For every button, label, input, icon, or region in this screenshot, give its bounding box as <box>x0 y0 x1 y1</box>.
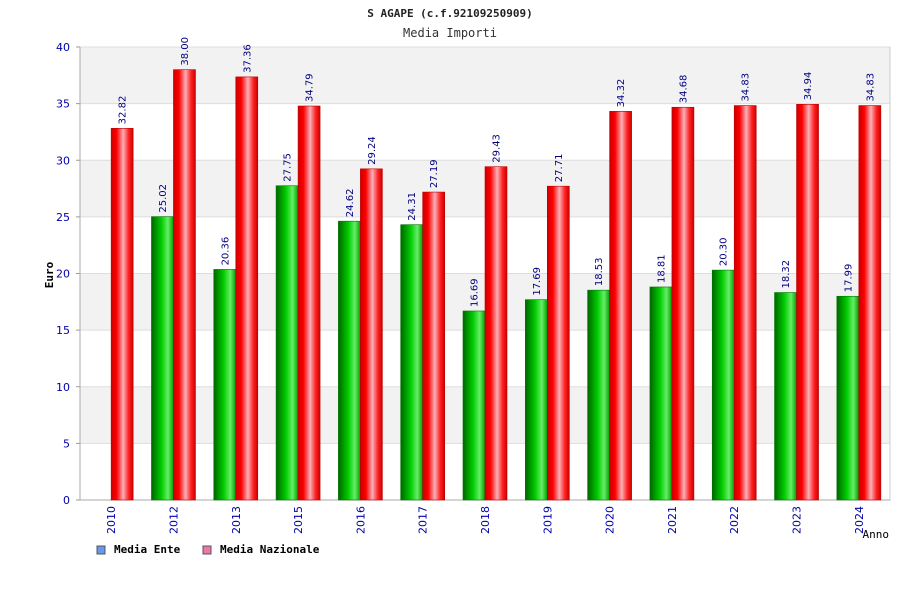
x-tick-label: 2017 <box>417 506 430 534</box>
x-tick-label: 2016 <box>354 506 367 534</box>
value-label: 34.83 <box>741 73 752 102</box>
bar-media-ente <box>587 289 610 501</box>
value-label: 38.00 <box>180 37 191 66</box>
x-axis-label: Anno <box>863 528 890 541</box>
x-tick-label: 2013 <box>230 506 243 534</box>
plot-band <box>80 47 890 104</box>
x-tick-label: 2012 <box>167 506 180 534</box>
legend-swatch-media-nazionale <box>202 545 212 555</box>
bar-media-nazionale <box>297 105 321 501</box>
value-label: 37.36 <box>242 44 253 73</box>
bar-media-nazionale <box>858 105 882 501</box>
y-ticks: 0 5 10 15 20 25 30 35 40 <box>56 41 70 507</box>
value-label: 34.79 <box>305 73 316 102</box>
y-tick-label: 25 <box>56 211 70 224</box>
y-tick-label: 10 <box>56 381 70 394</box>
bar-media-nazionale <box>360 168 383 501</box>
bar-media-ente <box>774 292 797 501</box>
value-label: 27.71 <box>554 154 565 183</box>
chart-subtitle: Media Importi <box>403 26 497 40</box>
y-tick-label: 15 <box>56 324 70 337</box>
bar-media-nazionale <box>173 69 196 501</box>
bar-media-nazionale <box>796 104 819 501</box>
chart-title: S AGAPE (c.f.92109250909) <box>367 7 533 20</box>
legend: Media Ente Media Nazionale <box>96 543 320 556</box>
bar-media-ente <box>151 216 174 501</box>
value-label: 27.75 <box>283 153 294 182</box>
value-label: 18.53 <box>594 258 605 287</box>
value-label: 34.68 <box>678 75 689 104</box>
bar-media-nazionale <box>609 111 632 501</box>
value-label: 29.43 <box>492 134 503 163</box>
value-labels: 32.82 25.02 38.00 20.36 37.36 27.75 34.79 24.62… <box>118 37 877 307</box>
bar-media-nazionale <box>110 128 134 501</box>
value-label: 18.81 <box>656 254 667 283</box>
bar-media-ente <box>836 295 860 501</box>
bar-media-nazionale <box>484 166 508 501</box>
x-tick-label: 2015 <box>292 506 305 534</box>
y-tick-label: 5 <box>63 437 70 450</box>
x-tick-label: 2023 <box>791 506 804 534</box>
legend-label-media-ente: Media Ente <box>114 543 181 556</box>
value-label: 25.02 <box>158 184 169 213</box>
x-tick-label: 2018 <box>479 506 492 534</box>
bar-media-ente <box>649 286 673 501</box>
value-label: 17.69 <box>532 267 543 296</box>
value-label: 29.24 <box>367 136 378 165</box>
y-tick-label: 0 <box>63 494 70 507</box>
y-axis-label: Euro <box>43 261 56 288</box>
value-label: 17.99 <box>843 264 854 293</box>
value-label: 20.30 <box>719 237 730 266</box>
bar-media-nazionale <box>422 191 445 501</box>
legend-label-media-nazionale: Media Nazionale <box>220 543 320 556</box>
value-label: 34.32 <box>616 79 627 108</box>
plot-band <box>80 103 890 161</box>
bar-media-nazionale <box>235 76 259 501</box>
value-label: 16.69 <box>470 278 481 307</box>
bar-media-ente <box>711 269 735 501</box>
value-label: 18.32 <box>781 260 792 289</box>
legend-swatch-media-ente <box>96 545 106 555</box>
value-label: 24.31 <box>407 192 418 221</box>
y-tick-label: 20 <box>56 268 70 281</box>
bars <box>110 69 882 501</box>
value-label: 27.19 <box>429 159 440 188</box>
y-tick-label: 35 <box>56 98 70 111</box>
bar-media-ente <box>400 224 423 501</box>
bar-media-ente <box>213 269 237 501</box>
bar-media-ente <box>338 220 361 501</box>
bar-media-ente <box>462 310 486 501</box>
bar-media-nazionale <box>547 185 570 501</box>
value-label: 34.94 <box>803 72 814 101</box>
value-label: 32.82 <box>118 96 129 125</box>
value-label: 20.36 <box>220 237 231 266</box>
x-tick-label: 2020 <box>604 506 617 534</box>
value-label: 24.62 <box>345 189 356 218</box>
x-tick-label: 2021 <box>666 506 679 534</box>
bar-media-ente <box>525 299 548 501</box>
bar-media-nazionale <box>671 106 695 501</box>
bar-media-nazionale <box>733 105 757 501</box>
x-tick-label: 2010 <box>105 506 118 534</box>
bar-media-ente <box>275 185 299 501</box>
x-ticks: 2010 2012 2013 2015 2016 2017 2018 2019 2020 2021… <box>105 506 866 534</box>
x-tick-label: 2022 <box>728 506 741 534</box>
x-tick-label: 2019 <box>541 506 554 534</box>
y-tick-label: 30 <box>56 154 70 167</box>
x-tick-label: 2024 <box>853 506 866 534</box>
y-tick-label: 40 <box>56 41 70 54</box>
value-label: 34.83 <box>865 73 876 102</box>
